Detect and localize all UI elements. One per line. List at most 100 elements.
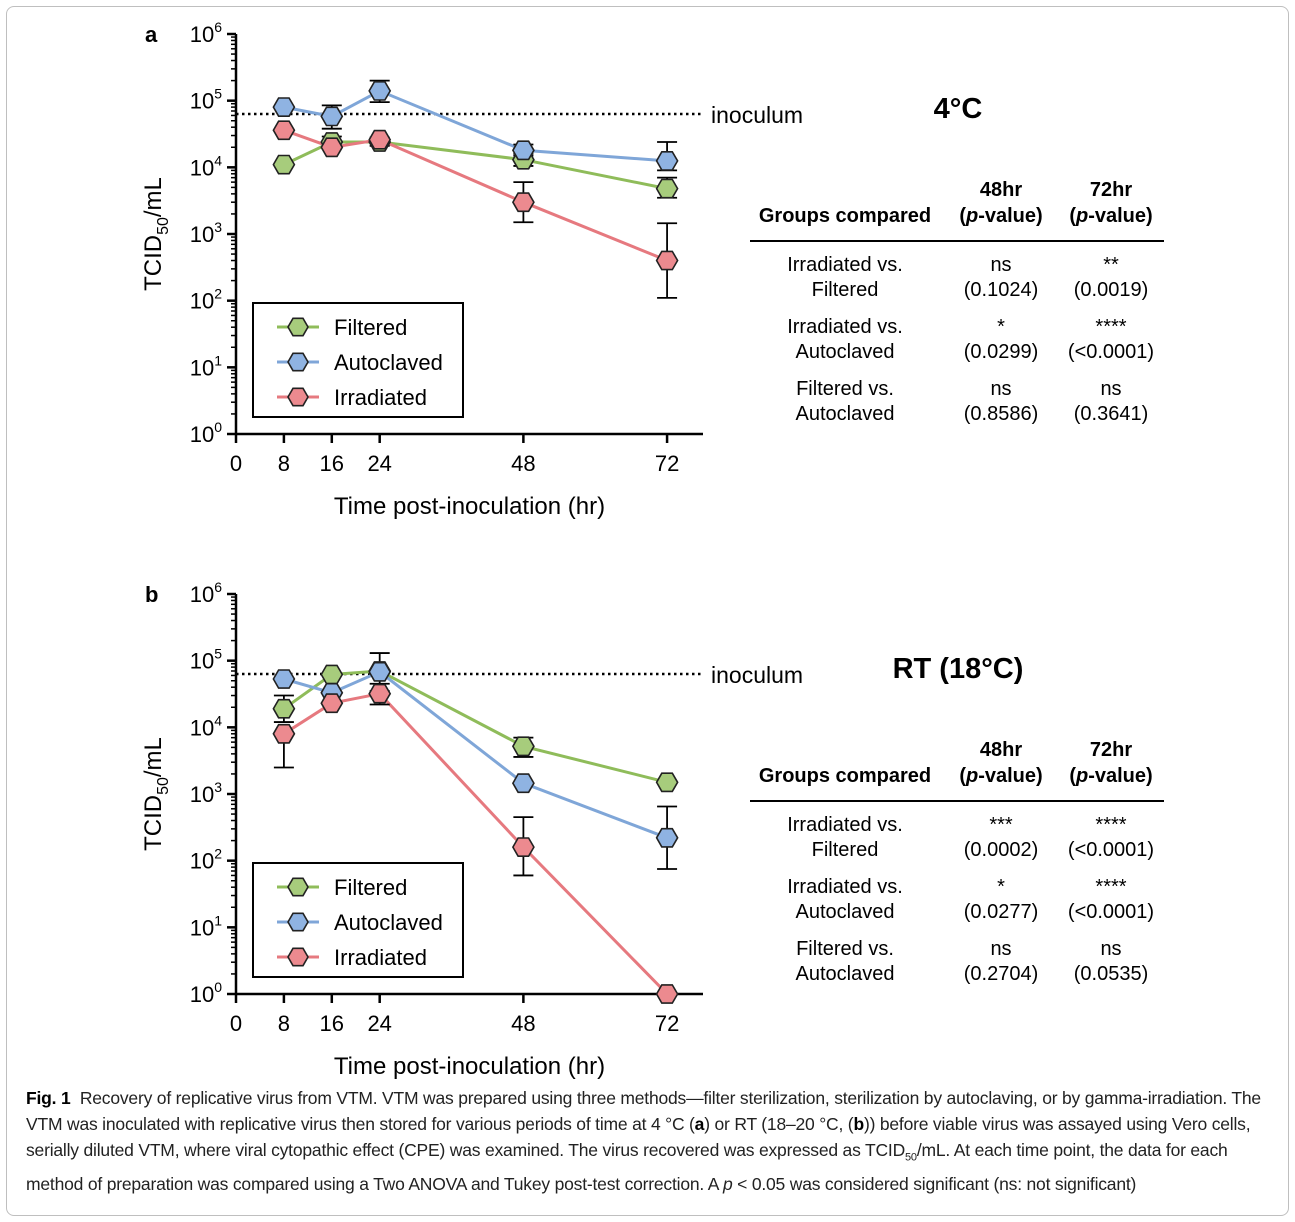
x-axis-label: Time post-inoculation (hr) <box>334 493 605 520</box>
caption-subscript: 50 <box>905 1151 917 1164</box>
table-group-line2: Filtered <box>812 279 879 301</box>
table-group-line2: Filtered <box>812 839 879 861</box>
table-col-groups: Groups compared <box>759 765 931 787</box>
data-point-irradiated <box>368 683 392 704</box>
panel-b: b 100 101 102 103 104 105 106 0 8 16 24 48 72 Time pos… <box>140 579 1164 1080</box>
table-pvalue-48hr: (0.0002) <box>964 839 1039 861</box>
y-tick-label: 103 <box>190 779 222 807</box>
table-pvalue-72hr: (0.0019) <box>1074 279 1149 301</box>
x-tick-label: 8 <box>278 1011 290 1036</box>
data-point-filtered <box>655 772 679 793</box>
table-pvalue-72hr: (<0.0001) <box>1068 901 1154 923</box>
table-pvalue-48hr: (0.1024) <box>964 279 1039 301</box>
table-sig-48hr: * <box>997 876 1005 898</box>
table-sig-48hr: *** <box>989 814 1013 836</box>
data-point-irradiated <box>320 137 344 158</box>
data-point-autoclaved <box>655 151 679 171</box>
y-tick-label: 100 <box>190 979 222 1007</box>
y-axis-label: TCID50/mL <box>140 737 172 851</box>
x-tick-label: 0 <box>230 1011 242 1036</box>
y-tick-label: 100 <box>190 419 222 447</box>
data-point-autoclaved <box>368 81 392 101</box>
y-tick-label: 105 <box>190 646 222 674</box>
table-sig-72hr: ** <box>1103 254 1119 276</box>
y-tick-label: 102 <box>190 286 222 314</box>
x-tick-label: 48 <box>511 451 535 476</box>
table-group-line2: Autoclaved <box>796 403 895 425</box>
data-point-filtered <box>272 154 296 175</box>
table-sig-48hr: ns <box>990 938 1011 960</box>
panel-label: a <box>145 22 158 47</box>
panel-title: RT (18°C) <box>893 653 1024 685</box>
panel-label: b <box>145 582 158 607</box>
series-line-autoclaved <box>283 670 668 840</box>
table-pvalue-48hr: (0.8586) <box>964 403 1039 425</box>
figure-frame <box>6 6 1289 1216</box>
table-pvalue-72hr: (0.0535) <box>1074 963 1149 985</box>
data-point-autoclaved <box>511 773 535 794</box>
table-sig-72hr: **** <box>1095 876 1126 898</box>
figure-caption: Fig. 1 Recovery of replicative virus fro… <box>26 1085 1276 1197</box>
table-sig-48hr: * <box>997 316 1005 338</box>
table-group-line2: Autoclaved <box>796 901 895 923</box>
data-point-filtered <box>320 664 344 685</box>
table-col-groups: Groups compared <box>759 205 931 227</box>
table-group-line1: Filtered vs. <box>796 378 894 400</box>
table-pvalue-72hr: (<0.0001) <box>1068 341 1154 363</box>
caption-text-1: Recovery of replicative virus from VTM. … <box>26 1088 1261 1134</box>
legend-label: Filtered <box>334 315 407 340</box>
x-tick-label: 24 <box>367 451 391 476</box>
table-pvalue-48hr: (0.0299) <box>964 341 1039 363</box>
data-point-filtered <box>272 698 296 719</box>
table-col-48hr: 48hr <box>980 739 1022 761</box>
legend-marker <box>287 387 309 407</box>
y-tick-label: 101 <box>190 912 222 940</box>
table-sig-72hr: **** <box>1095 316 1126 338</box>
table-group-line2: Autoclaved <box>796 341 895 363</box>
data-point-irradiated <box>320 693 344 714</box>
table-col-48hr: 48hr <box>980 179 1022 201</box>
y-tick-label: 106 <box>190 579 222 607</box>
y-tick-label: 104 <box>190 152 222 180</box>
legend-marker <box>287 317 309 337</box>
table-pvalue-72hr: (0.3641) <box>1074 403 1149 425</box>
table-sig-48hr: ns <box>990 378 1011 400</box>
legend-marker <box>287 912 309 932</box>
table-col-pvalue: (p-value) <box>1069 765 1152 787</box>
data-point-filtered <box>511 736 535 757</box>
y-tick-label: 102 <box>190 846 222 874</box>
data-point-irradiated <box>655 250 679 271</box>
x-tick-label: 72 <box>655 1011 679 1036</box>
data-point-autoclaved <box>368 661 392 682</box>
data-point-irradiated <box>655 984 679 1004</box>
panel-a: a 100 101 102 103 104 105 106 0 8 16 24 48 72 Time pos… <box>140 19 1164 520</box>
x-tick-label: 16 <box>320 451 344 476</box>
data-point-irradiated <box>272 723 296 744</box>
y-axis-label: TCID50/mL <box>140 177 172 291</box>
table-col-pvalue: (p-value) <box>959 765 1042 787</box>
caption-text-4: /mL. At each time point, the data for ea… <box>26 1140 1228 1194</box>
legend-label: Autoclaved <box>334 350 443 375</box>
table-group-line1: Irradiated vs. <box>787 814 903 836</box>
table-pvalue-48hr: (0.2704) <box>964 963 1039 985</box>
legend-marker <box>287 947 309 967</box>
x-axis-label: Time post-inoculation (hr) <box>334 1053 605 1080</box>
caption-ref-a: a <box>694 1114 705 1134</box>
x-tick-label: 48 <box>511 1011 535 1036</box>
inoculum-label: inoculum <box>711 102 803 128</box>
caption-ref-b: b <box>853 1114 864 1134</box>
table-group-line1: Irradiated vs. <box>787 254 903 276</box>
x-tick-label: 8 <box>278 451 290 476</box>
data-point-filtered <box>655 178 679 199</box>
legend-label: Filtered <box>334 875 407 900</box>
table-col-72hr: 72hr <box>1090 179 1132 201</box>
y-tick-label: 101 <box>190 352 222 380</box>
data-point-autoclaved <box>272 97 296 117</box>
x-tick-label: 16 <box>320 1011 344 1036</box>
y-tick-label: 105 <box>190 86 222 114</box>
y-tick-label: 104 <box>190 712 222 740</box>
caption-p-italic: p <box>722 1173 733 1194</box>
data-point-autoclaved <box>320 106 344 127</box>
table-pvalue-72hr: (<0.0001) <box>1068 839 1154 861</box>
data-point-irradiated <box>511 192 535 213</box>
